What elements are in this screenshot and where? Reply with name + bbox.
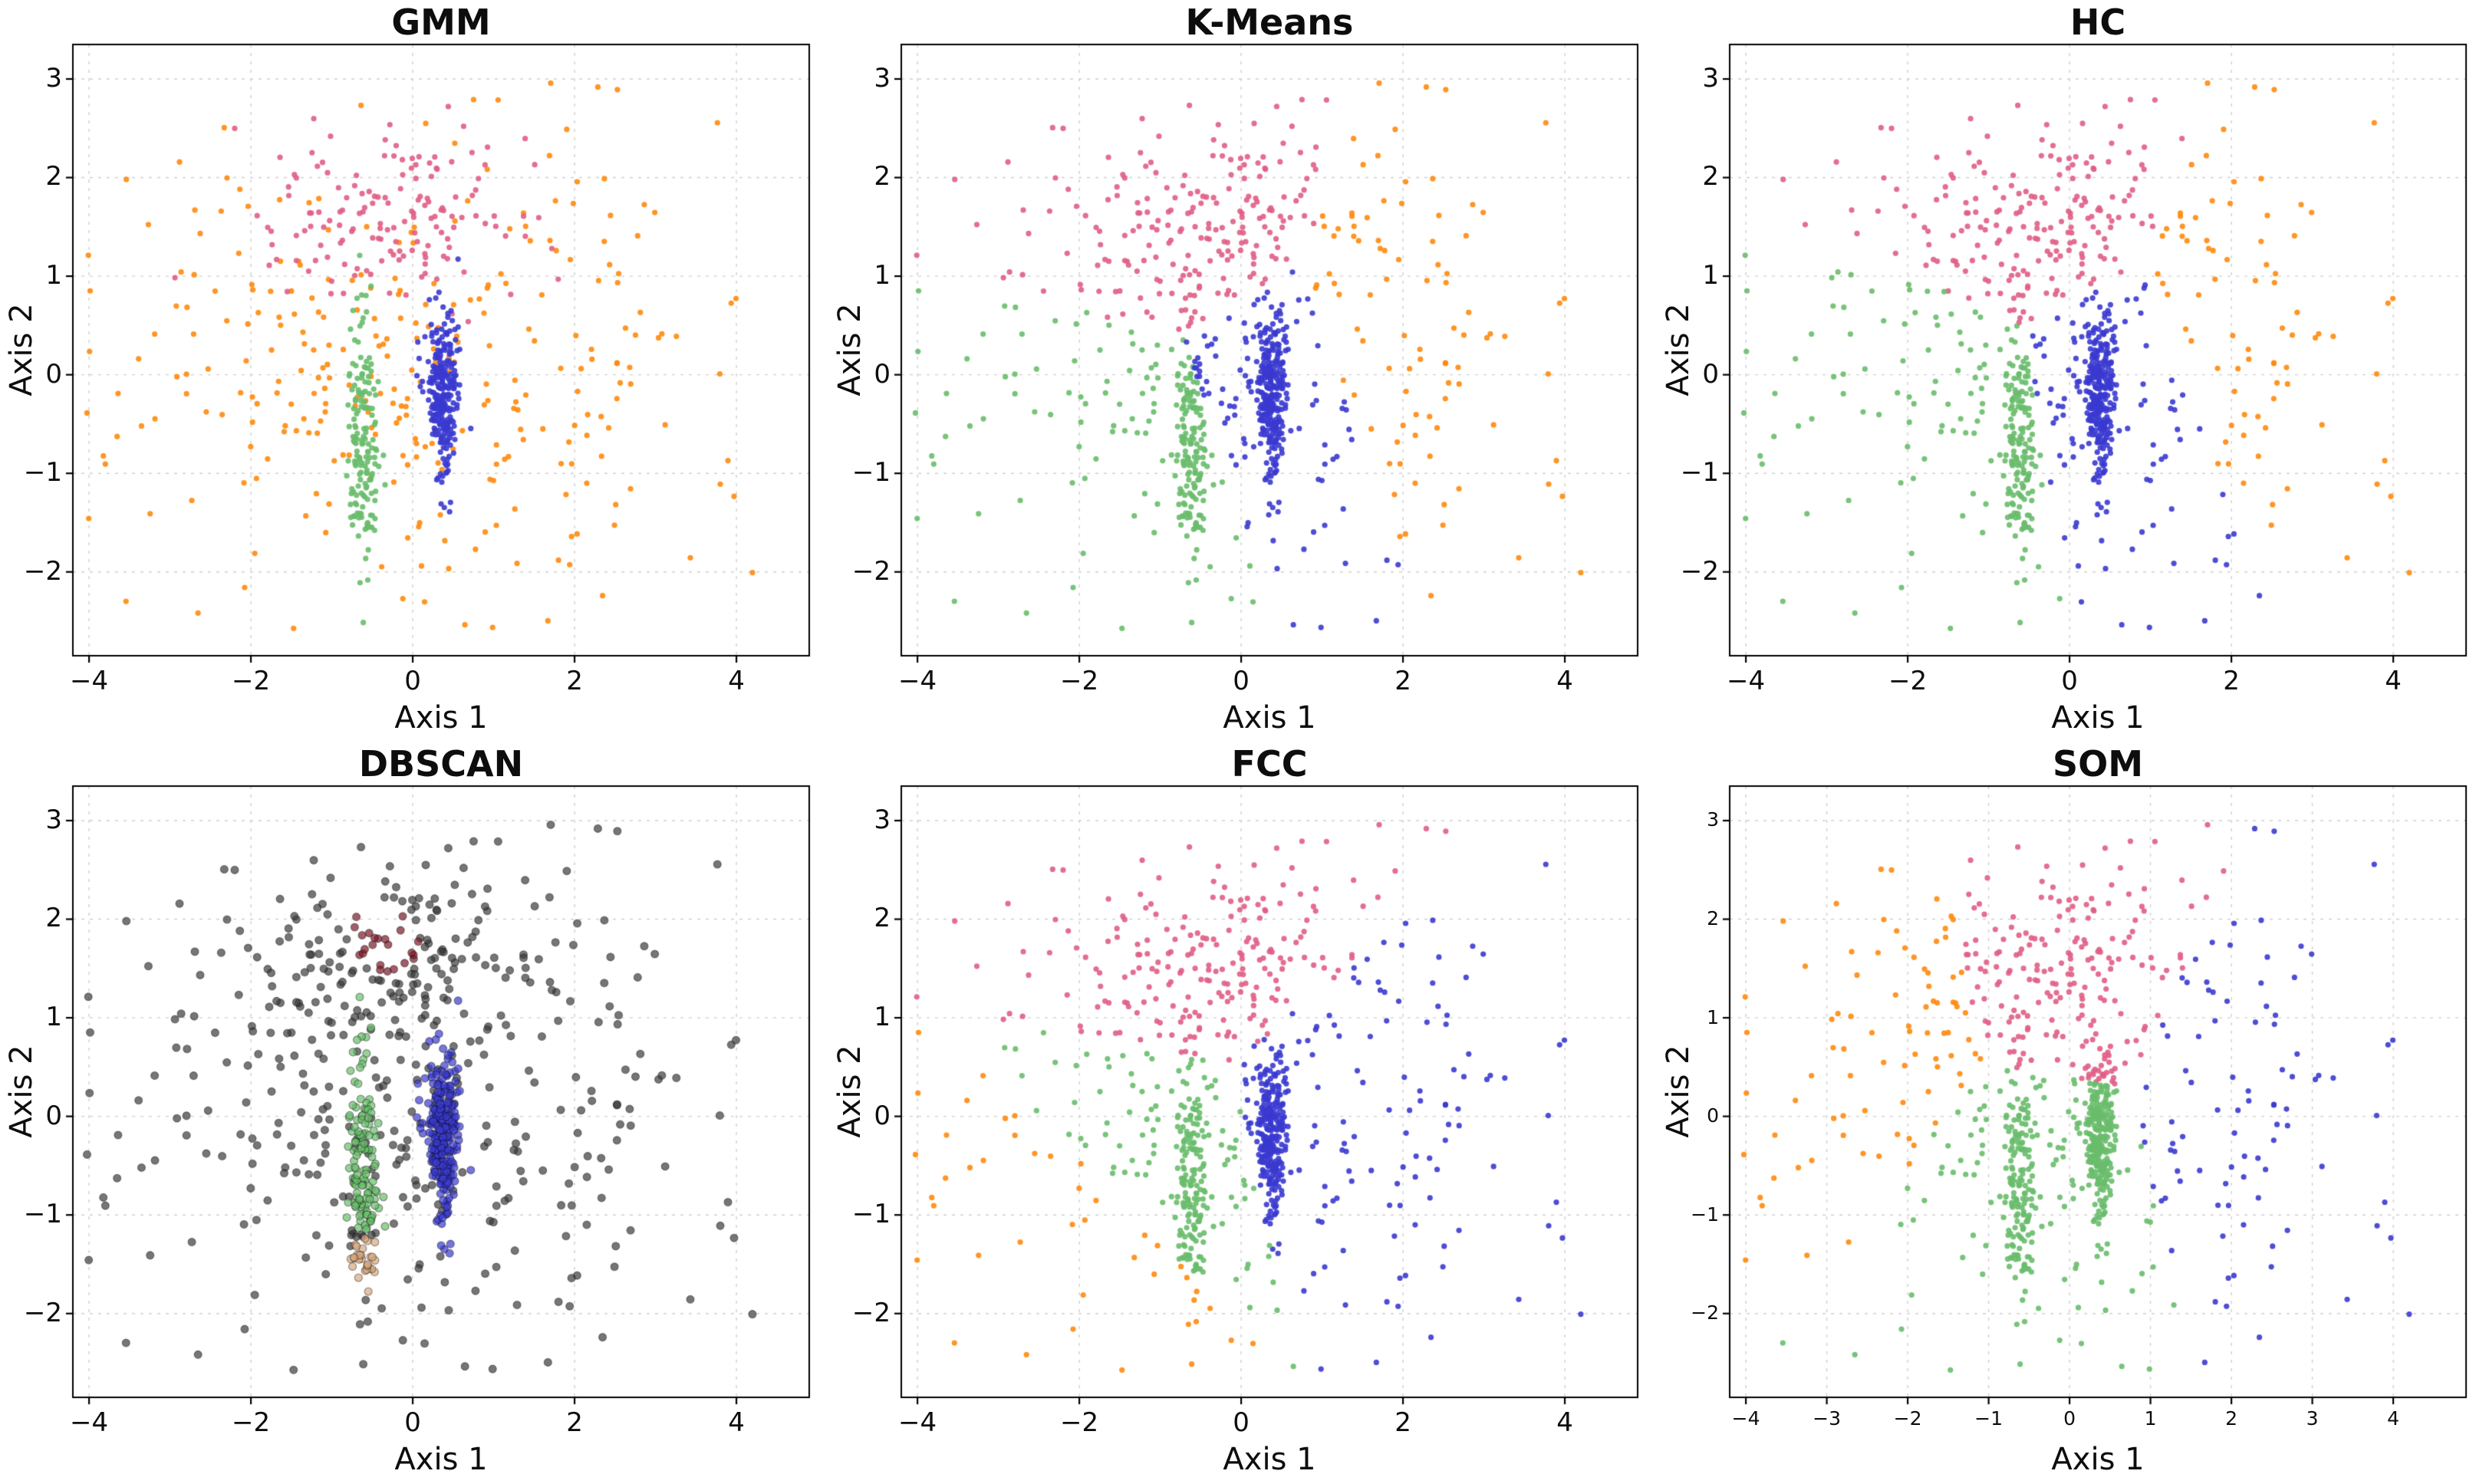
x-tick-label: −3: [1813, 1407, 1841, 1430]
x-tick-label: 2: [1394, 666, 1411, 696]
y-tick-label: −1: [1680, 457, 1719, 489]
x-tick-label: −4: [898, 1407, 937, 1438]
x-tick-label: 2: [2225, 1407, 2238, 1430]
x-tick-label: −4: [70, 1407, 109, 1438]
kmeans-scatter-canvas: [828, 0, 1657, 742]
x-tick-label: 4: [2385, 666, 2402, 696]
x-tick-label: 0: [404, 666, 421, 696]
y-tick-label: 3: [1707, 808, 1719, 831]
y-tick-label: 2: [874, 903, 891, 934]
x-tick-label: −2: [1893, 1407, 1922, 1430]
x-tick-label: −4: [1731, 1407, 1760, 1430]
y-tick-label: 3: [1702, 62, 1719, 94]
gmm-scatter-canvas: [0, 0, 828, 742]
x-tick-label: 0: [1233, 666, 1250, 696]
x-tick-label: 0: [404, 1407, 421, 1438]
y-tick-label: 0: [874, 1100, 891, 1131]
x-tick-label: 4: [1556, 666, 1573, 696]
x-tick-label: 0: [2061, 666, 2078, 696]
x-tick-label: −4: [70, 666, 109, 696]
x-tick-label: −4: [898, 666, 937, 696]
y-tick-label: 3: [874, 62, 891, 94]
y-tick-label: 0: [1707, 1104, 1719, 1127]
y-tick-label: 3: [45, 804, 62, 835]
x-tick-label: −1: [1974, 1407, 2003, 1430]
x-tick-label: −2: [1888, 666, 1928, 696]
x-tick-label: 1: [2144, 1407, 2157, 1430]
x-tick-label: −2: [1060, 666, 1099, 696]
y-tick-label: 0: [45, 1100, 62, 1131]
x-tick-label: −4: [1727, 666, 1766, 696]
y-tick-label: 1: [45, 260, 62, 291]
y-tick-label: −2: [851, 1297, 891, 1328]
y-tick-label: 3: [45, 62, 62, 94]
x-tick-label: −2: [232, 1407, 271, 1438]
y-tick-label: 0: [1702, 358, 1719, 390]
y-tick-label: −2: [23, 1297, 62, 1328]
y-tick-label: 2: [1707, 907, 1719, 930]
y-tick-label: −1: [1691, 1203, 1719, 1226]
y-tick-label: 2: [1702, 161, 1719, 192]
y-tick-label: 2: [45, 161, 62, 192]
x-tick-label: 4: [1556, 1407, 1573, 1438]
y-tick-label: 1: [874, 1002, 891, 1032]
x-tick-label: 0: [2063, 1407, 2076, 1430]
x-tick-label: −2: [232, 666, 271, 696]
y-tick-label: 0: [874, 358, 891, 390]
dbscan-scatter-canvas: [0, 742, 828, 1483]
y-tick-label: 2: [45, 903, 62, 934]
x-tick-label: 4: [2387, 1407, 2399, 1430]
y-tick-label: −2: [23, 555, 62, 587]
y-tick-label: 0: [45, 358, 62, 390]
x-tick-label: 2: [1394, 1407, 1411, 1438]
y-tick-label: 1: [1702, 260, 1719, 291]
x-tick-label: −2: [1060, 1407, 1099, 1438]
x-tick-label: 3: [2306, 1407, 2319, 1430]
y-tick-label: 3: [874, 804, 891, 835]
x-tick-label: 2: [2223, 666, 2240, 696]
y-tick-label: −1: [23, 457, 62, 489]
y-tick-label: −2: [1680, 555, 1719, 587]
x-tick-label: 2: [566, 1407, 583, 1438]
som-scatter-canvas: [1657, 742, 2485, 1483]
y-tick-label: 1: [45, 1002, 62, 1032]
y-tick-label: −2: [851, 555, 891, 587]
y-tick-label: 2: [874, 161, 891, 192]
y-tick-label: 1: [1707, 1005, 1719, 1028]
y-tick-label: 1: [874, 260, 891, 291]
x-tick-label: 0: [1233, 1407, 1250, 1438]
y-tick-label: −1: [23, 1199, 62, 1230]
x-tick-label: 4: [728, 1407, 745, 1438]
x-tick-label: 2: [566, 666, 583, 696]
y-tick-label: −1: [851, 1199, 891, 1230]
x-tick-label: 4: [728, 666, 745, 696]
y-tick-label: −1: [851, 457, 891, 489]
fcc-scatter-canvas: [828, 742, 1657, 1483]
y-tick-label: −2: [1691, 1301, 1719, 1324]
hc-scatter-canvas: [1657, 0, 2485, 742]
